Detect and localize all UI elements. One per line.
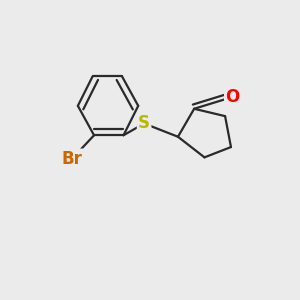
Text: Br: Br xyxy=(61,150,82,168)
Text: O: O xyxy=(225,88,240,106)
Text: S: S xyxy=(138,115,150,133)
